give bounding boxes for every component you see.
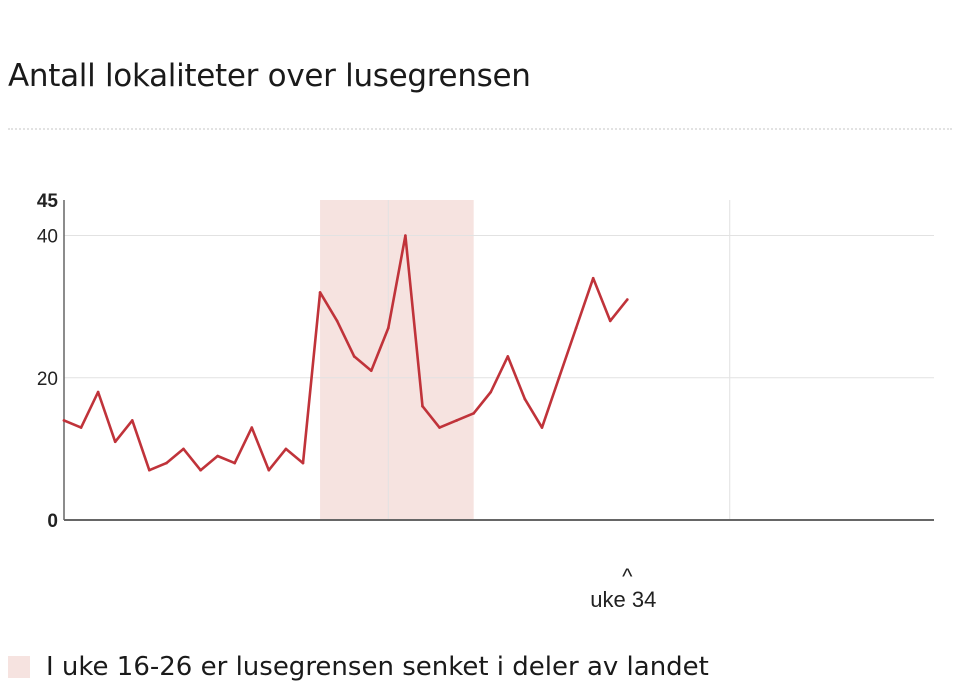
data-point: [233, 461, 236, 465]
data-point: [438, 426, 441, 429]
data-point: [574, 326, 578, 330]
chart-title: Antall lokaliteter over lusegrensen: [8, 58, 531, 94]
data-point: [130, 419, 134, 422]
shaded-band: [320, 200, 474, 520]
data-point: [540, 426, 544, 429]
data-point: [148, 468, 151, 472]
data-point: [199, 468, 202, 472]
data-point: [387, 326, 390, 330]
legend: I uke 16-26 er lusegrensen senket i dele…: [8, 652, 709, 682]
data-point: [284, 447, 288, 451]
data-point: [352, 355, 356, 358]
data-point: [404, 234, 407, 237]
data-point: [523, 397, 527, 401]
data-point: [318, 291, 322, 294]
data-point: [335, 319, 339, 323]
data-point: [591, 276, 595, 280]
data-point: [62, 419, 66, 422]
data-point: [489, 390, 493, 394]
annotation-marker: ^: [622, 564, 633, 589]
legend-swatch: [8, 656, 30, 678]
data-point: [96, 390, 100, 394]
data-point: [421, 404, 424, 408]
data-point: [472, 412, 475, 415]
data-point: [626, 298, 629, 301]
title-divider: [8, 128, 952, 130]
y-tick-label: 0: [47, 511, 58, 532]
data-point: [79, 426, 83, 429]
data-point: [608, 319, 612, 323]
legend-label: I uke 16-26 er lusegrensen senket i dele…: [46, 652, 709, 682]
data-point: [506, 355, 510, 358]
data-point: [267, 468, 271, 472]
data-point: [182, 447, 185, 451]
data-point: [165, 461, 168, 465]
y-tick-label: 20: [37, 369, 58, 390]
data-point: [216, 454, 219, 458]
data-point: [113, 440, 117, 444]
data-point: [369, 369, 373, 372]
y-tick-label: 40: [37, 227, 58, 248]
data-point: [455, 419, 458, 422]
data-point: [557, 376, 561, 380]
data-point: [301, 461, 305, 465]
data-point: [250, 426, 254, 429]
y-tick-label: 45: [37, 191, 59, 212]
series-line: [62, 234, 629, 472]
annotation-label: uke 34: [590, 587, 656, 612]
line-chart: 0 20 40 45 ^uke 34: [37, 191, 934, 612]
